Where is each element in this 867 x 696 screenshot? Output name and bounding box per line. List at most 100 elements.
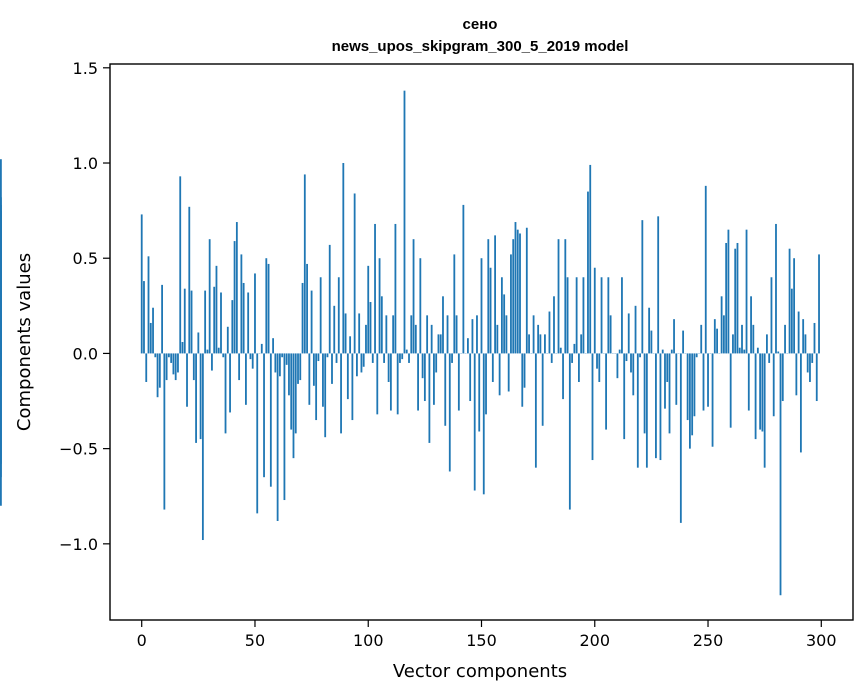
- bar: [446, 315, 449, 354]
- bar: [306, 263, 308, 354]
- y-tick-label: 1.0: [73, 154, 98, 173]
- bar: [389, 353, 392, 411]
- bar: [494, 235, 496, 354]
- bar: [528, 334, 530, 354]
- bar: [356, 353, 358, 377]
- bar: [342, 163, 345, 354]
- bar: [242, 282, 245, 354]
- bar: [802, 319, 805, 354]
- bar: [729, 353, 732, 428]
- bar: [790, 288, 793, 354]
- x-tick-label: 0: [137, 631, 147, 650]
- bar: [0, 197, 2, 354]
- bar: [378, 258, 381, 354]
- bar: [374, 223, 376, 354]
- bar: [566, 277, 569, 354]
- bar: [453, 254, 456, 354]
- bar: [158, 353, 161, 388]
- bar: [152, 307, 154, 354]
- bar: [172, 353, 175, 375]
- bar: [383, 353, 385, 363]
- bar: [600, 277, 603, 354]
- bar: [0, 353, 2, 377]
- bar: [616, 353, 619, 379]
- bar: [421, 353, 424, 379]
- bar: [689, 353, 691, 449]
- bar: [224, 353, 227, 434]
- y-tick-label: 0.0: [73, 344, 98, 363]
- bar: [806, 353, 809, 373]
- plot-frame: [109, 63, 854, 621]
- bar: [317, 353, 320, 362]
- bar: [254, 273, 256, 354]
- bar: [541, 353, 544, 426]
- bar: [763, 353, 766, 468]
- bar: [247, 292, 250, 354]
- bar: [462, 204, 465, 354]
- bar: [618, 349, 621, 354]
- bar: [396, 353, 399, 415]
- bar: [643, 353, 646, 434]
- bar: [741, 324, 743, 354]
- bar: [498, 353, 501, 396]
- bar: [568, 353, 571, 510]
- chart-title: сено: [463, 16, 498, 33]
- bar: [797, 311, 800, 354]
- bar: [811, 353, 814, 363]
- bar: [747, 353, 750, 411]
- bar: [725, 242, 728, 354]
- bar: [394, 223, 397, 354]
- bar: [505, 315, 508, 354]
- bar: [186, 353, 188, 407]
- bar: [288, 353, 290, 396]
- bar: [469, 353, 472, 402]
- bar: [650, 330, 653, 354]
- bar: [322, 353, 324, 407]
- y-tick-label: 0.5: [73, 249, 98, 268]
- bar: [346, 353, 349, 400]
- bar: [571, 353, 574, 363]
- bar: [335, 353, 338, 363]
- bar: [211, 353, 213, 371]
- bar: [294, 353, 297, 434]
- bar: [813, 322, 816, 354]
- bar: [745, 229, 748, 354]
- bar: [199, 353, 202, 440]
- bar: [804, 334, 807, 354]
- bar: [324, 353, 327, 438]
- bar: [444, 353, 447, 426]
- bar: [489, 267, 492, 354]
- bar: [315, 353, 318, 421]
- y-tick-label: 1.5: [73, 59, 98, 78]
- bar: [487, 239, 490, 354]
- bar: [358, 313, 361, 354]
- bar: [478, 353, 481, 432]
- bar: [308, 353, 311, 405]
- x-tick-label: 50: [245, 631, 265, 650]
- bar: [779, 353, 782, 596]
- bar: [591, 353, 594, 461]
- bar: [278, 353, 281, 377]
- bar: [788, 248, 791, 354]
- bar: [639, 353, 641, 358]
- bar: [636, 353, 639, 468]
- bar: [251, 353, 254, 369]
- bar: [476, 315, 478, 354]
- bar: [734, 248, 737, 354]
- bar: [292, 353, 295, 459]
- bar: [385, 315, 388, 354]
- bar: [645, 353, 648, 468]
- bar: [507, 353, 510, 392]
- bar: [720, 296, 723, 354]
- bar: [485, 353, 487, 415]
- bar: [777, 351, 780, 354]
- bar: [482, 353, 485, 495]
- bar: [0, 353, 2, 506]
- bar: [249, 353, 252, 360]
- bar: [557, 239, 560, 354]
- bar: [500, 277, 503, 354]
- bar: [215, 265, 218, 354]
- bar: [707, 353, 709, 407]
- bar: [761, 353, 764, 432]
